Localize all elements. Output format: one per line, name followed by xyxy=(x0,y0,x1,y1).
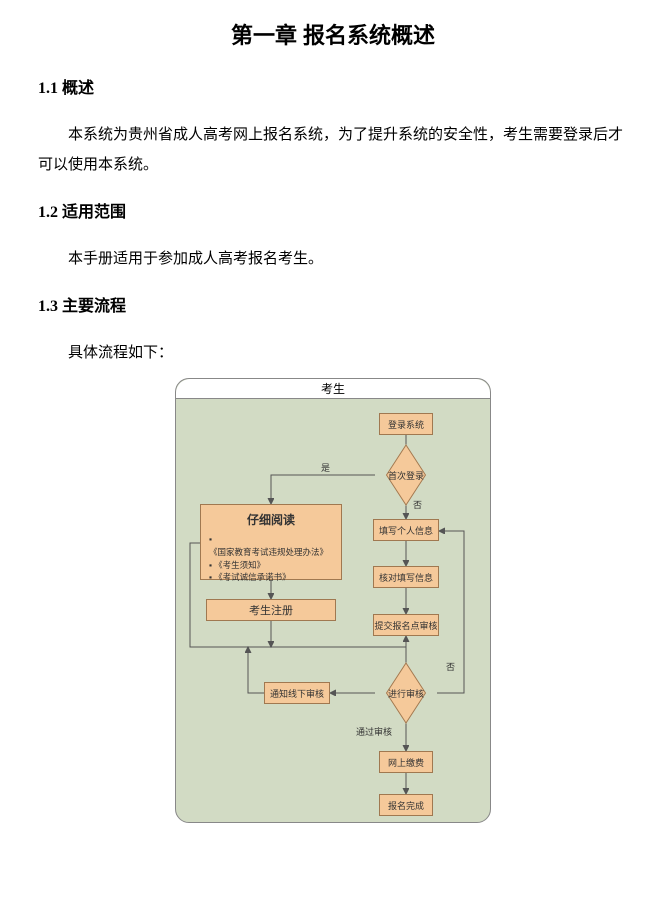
reading-bullet-1: 《国家教育考试违规处理办法》 xyxy=(209,533,333,559)
section-heading-scope: 1.2 适用范围 xyxy=(38,198,628,222)
node-verify-info: 核对填写信息 xyxy=(373,566,439,588)
section-text-overview: 本系统为贵州省成人高考网上报名系统，为了提升系统的安全性，考生需要登录后才可以使… xyxy=(38,120,628,180)
edge-label-fail: 否 xyxy=(446,660,455,673)
section-heading-process: 1.3 主要流程 xyxy=(38,292,628,316)
section-heading-overview: 1.1 概述 xyxy=(38,74,628,98)
node-pay: 网上缴费 xyxy=(379,751,433,773)
node-reading-list: 《国家教育考试违规处理办法》 《考生须知》 《考试诚信承诺书》 xyxy=(209,533,333,584)
edge-label-no: 否 xyxy=(413,498,422,511)
node-first-login: 首次登录 xyxy=(375,459,437,491)
node-reading: 仔细阅读 《国家教育考试违规处理办法》 《考生须知》 《考试诚信承诺书》 xyxy=(200,504,342,580)
node-reading-title: 仔细阅读 xyxy=(209,511,333,528)
edge-label-yes: 是 xyxy=(321,461,330,474)
flowchart-body: 登录系统 首次登录 仔细阅读 《国家教育考试违规处理办法》 《考生须知》 《考试… xyxy=(176,399,491,823)
node-submit-review: 提交报名点审核 xyxy=(373,614,439,636)
node-register: 考生注册 xyxy=(206,599,336,621)
node-review: 进行审核 xyxy=(375,677,437,709)
node-done: 报名完成 xyxy=(379,794,433,816)
flowchart-frame: 考生 登录系统 首次登录 仔细阅读 《国家教育考试违规处理办法》 《 xyxy=(175,378,491,823)
section-text-scope: 本手册适用于参加成人高考报名考生。 xyxy=(38,244,628,274)
chapter-title: 第一章 报名系统概述 xyxy=(38,18,628,50)
flowchart-header: 考生 xyxy=(176,379,490,399)
node-login: 登录系统 xyxy=(379,413,433,435)
node-offline-review: 通知线下审核 xyxy=(264,682,330,704)
edge-label-pass: 通过审核 xyxy=(356,725,392,738)
reading-bullet-3: 《考试诚信承诺书》 xyxy=(209,571,333,584)
section-text-process: 具体流程如下： xyxy=(38,338,628,368)
reading-bullet-2: 《考生须知》 xyxy=(209,559,333,572)
flowchart: 考生 登录系统 首次登录 仔细阅读 《国家教育考试违规处理办法》 《 xyxy=(175,378,491,823)
node-fill-info: 填写个人信息 xyxy=(373,519,439,541)
